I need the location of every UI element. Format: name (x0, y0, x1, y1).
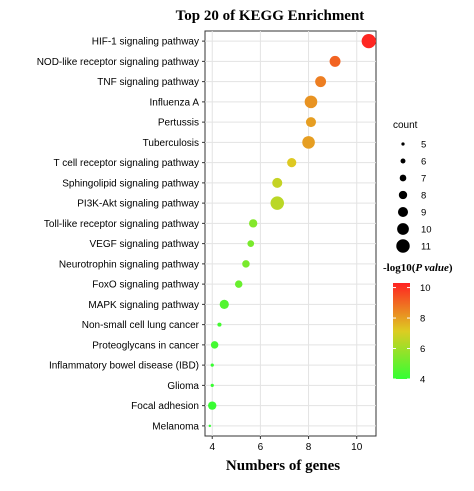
plot-border (204, 30, 377, 437)
data-point (242, 260, 250, 268)
category-label: Toll-like receptor signaling pathway (44, 219, 199, 230)
x-tick-label: 10 (351, 442, 363, 453)
category-labels: HIF-1 signaling pathway NOD-like receptor… (37, 37, 205, 432)
data-point (248, 219, 258, 228)
color-legend-title: -log10(P value) (383, 262, 453, 274)
color-legend-label: 4 (420, 375, 425, 386)
color-legend-label: 10 (420, 283, 431, 294)
category-label: NOD-like receptor signaling pathway (37, 57, 199, 68)
data-point (305, 117, 316, 128)
data-point (210, 383, 214, 387)
data-point (219, 299, 229, 309)
size-legend-label: 7 (421, 174, 426, 185)
data-point (304, 95, 318, 109)
data-point (329, 55, 341, 67)
size-legend-label: 6 (421, 157, 426, 168)
size-legend-label: 8 (421, 191, 426, 202)
category-label: Pertussis (158, 118, 199, 129)
category-label: MAPK signaling pathway (88, 300, 199, 311)
data-point (361, 33, 376, 49)
data-point (210, 363, 214, 367)
category-label: PI3K-Akt signaling pathway (77, 199, 199, 210)
data-point (208, 424, 212, 428)
size-legend-label: 11 (421, 242, 431, 253)
category-label: Tuberculosis (143, 138, 199, 149)
data-point (270, 196, 284, 210)
x-axis-ticks: 4 6 8 10 (209, 436, 363, 453)
size-legend-dot (401, 142, 405, 146)
color-legend-label: 8 (420, 314, 425, 325)
category-label: Glioma (167, 381, 199, 392)
x-tick-label: 6 (258, 442, 264, 453)
x-tick-label: 4 (209, 442, 215, 453)
data-point (247, 240, 255, 247)
category-label: VEGF signaling pathway (89, 239, 199, 250)
category-label: Proteoglycans in cancer (92, 340, 199, 351)
size-legend-dot (399, 174, 407, 182)
size-legend-dot (396, 239, 410, 253)
size-legend-label: 10 (421, 225, 432, 236)
category-label: T cell receptor signaling pathway (54, 158, 199, 169)
size-legend-label: 5 (421, 140, 426, 151)
chart-title: Top 20 of KEGG Enrichment (176, 8, 365, 24)
data-points (208, 33, 376, 428)
data-point (217, 322, 222, 327)
size-legend-title: count (393, 120, 418, 131)
data-point (287, 158, 297, 168)
x-axis-label: Numbers of genes (226, 458, 340, 474)
category-label: Influenza A (150, 97, 200, 108)
size-legend-dot (400, 158, 406, 164)
color-legend: -log10(P value) 4 6 8 10 (383, 262, 453, 386)
category-label: HIF-1 signaling pathway (92, 37, 199, 48)
data-point (272, 177, 283, 188)
data-point (234, 280, 243, 288)
size-legend-dot (397, 206, 409, 218)
size-legend-dot (398, 190, 408, 200)
category-label: Sphingolipid signaling pathway (62, 178, 199, 189)
color-legend-bar (393, 283, 410, 379)
data-point (210, 341, 219, 349)
plot-panel (204, 30, 377, 437)
category-label: Non-small cell lung cancer (82, 320, 200, 331)
category-label: Neurotrophin signaling pathway (59, 259, 199, 270)
x-tick-label: 8 (306, 442, 312, 453)
category-label: Inflammatory bowel disease (IBD) (49, 361, 199, 372)
category-label: TNF signaling pathway (97, 77, 199, 88)
data-point (208, 401, 217, 410)
category-label: Melanoma (152, 421, 199, 432)
category-label: Focal adhesion (131, 401, 199, 412)
data-point (302, 136, 315, 149)
color-legend-label: 6 (420, 344, 425, 355)
size-legend-label: 9 (421, 208, 426, 219)
size-legend-dot (397, 223, 409, 235)
data-point (315, 76, 327, 88)
category-label: FoxO signaling pathway (92, 280, 199, 291)
